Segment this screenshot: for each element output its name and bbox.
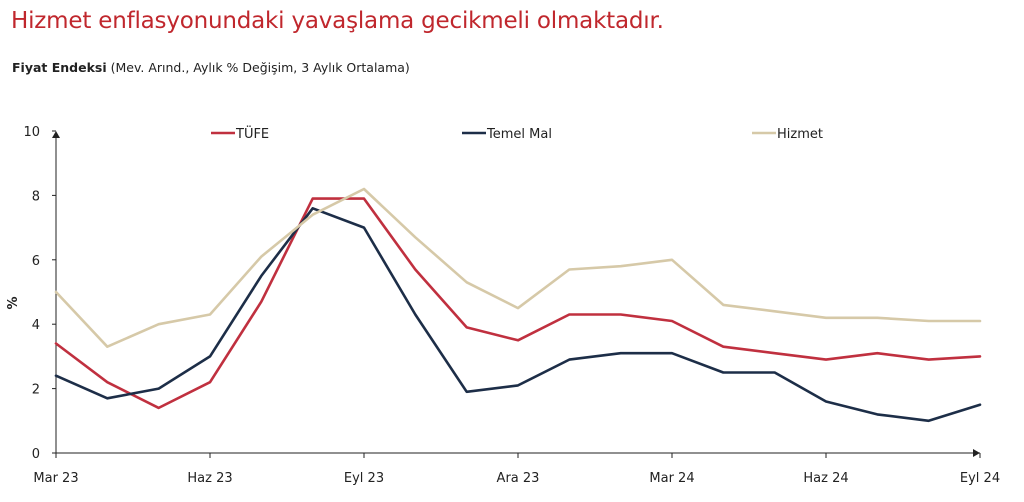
x-tick-label: Mar 23 [33,471,78,486]
series-line-hizmet [54,187,982,349]
chart-title: Hizmet enflasyonundaki yavaşlama gecikme… [11,8,664,34]
legend-label: TÜFE [235,125,269,142]
y-axis-label: % [6,296,21,309]
x-tick-label: Ara 23 [497,471,540,486]
x-axis-arrow [973,449,980,457]
chart-subtitle: Fiyat Endeksi (Mev. Arınd., Aylık % Deği… [12,60,410,75]
y-tick-label: 8 [32,189,40,204]
subtitle-rest: (Mev. Arınd., Aylık % Değişim, 3 Aylık O… [106,60,410,75]
x-tick-label: Eyl 24 [960,471,1000,486]
chart-series [54,187,982,423]
series-line-temel-mal [54,207,982,423]
series-line-tüfe [54,197,982,410]
legend-label: Temel Mal [486,127,552,142]
chart-axes: 0 2 4 6 8 10 Mar 23 Haz 23 Eyl 23 Ara 23 Mar 24 Haz… [23,125,1000,486]
x-tick-label: Mar 24 [649,471,694,486]
y-tick-label: 2 [32,383,40,398]
y-tick-label: 6 [32,254,40,269]
y-tick-label: 0 [32,447,40,462]
legend-label: Hizmet [777,127,823,142]
x-tick-label: Haz 23 [187,471,232,486]
x-tick-label: Haz 24 [803,471,848,486]
y-tick-label: 4 [32,318,40,333]
subtitle-bold: Fiyat Endeksi [12,60,107,75]
y-axis-arrow [52,131,60,138]
x-tick-label: Eyl 23 [344,471,384,486]
chart-legend: TÜFE Temel Mal Hizmet [211,125,823,142]
y-tick-label: 10 [23,125,40,140]
